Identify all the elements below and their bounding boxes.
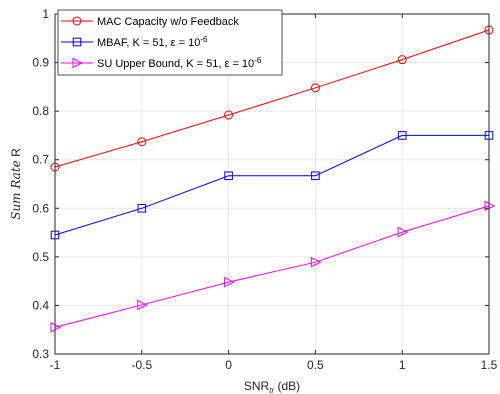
series-2 — [50, 131, 494, 240]
legend-label: MAC Capacity w/o Feedback — [97, 16, 239, 28]
series-1 — [50, 25, 494, 172]
series-line — [54, 134, 489, 236]
data-point — [311, 171, 320, 181]
data-point — [137, 203, 147, 213]
x-tick-label: -0.5 — [131, 358, 152, 372]
data-point — [397, 55, 407, 65]
data-point — [310, 83, 320, 93]
legend-label-superscript: -6 — [200, 35, 208, 44]
x-tick-label: 1 — [399, 358, 406, 372]
y-axis-ticks: 0.3 0.4 0.5 0.6 0.7 0.8 0.9 1 — [32, 7, 489, 361]
data-point — [397, 226, 409, 238]
series-line — [54, 29, 490, 168]
x-tick-label: 0 — [225, 358, 232, 372]
data-point — [224, 110, 234, 120]
y-tick-label: 0.8 — [32, 104, 49, 118]
y-axis-label: Sum Rate R — [9, 148, 23, 220]
data-point — [310, 256, 322, 268]
legend-label-base: SU Upper Bound, K = 51, ε = 10 — [97, 58, 254, 70]
legend-marker — [72, 37, 82, 47]
series-line — [54, 205, 490, 328]
data-point — [397, 131, 407, 140]
y-tick-label: 0.3 — [32, 347, 49, 361]
data-point — [224, 276, 235, 288]
x-tick-label: 1.5 — [481, 358, 498, 372]
legend-label-base: MBAF, K = 51, ε = 10 — [97, 37, 200, 49]
x-tick-label: -1 — [50, 358, 61, 372]
legend-box — [57, 9, 283, 76]
legend-label-superscript: -6 — [254, 56, 262, 65]
legend-label: SU Upper Bound, K = 51, ε = 10-6 — [97, 56, 262, 70]
y-tick-label: 0.5 — [32, 250, 49, 264]
series-layer — [50, 25, 496, 333]
legend-item: MBAF, K = 51, ε = 10-6 — [61, 35, 208, 49]
legend-item: MAC Capacity w/o Feedback — [61, 16, 239, 28]
y-tick-label: 0.9 — [32, 56, 49, 70]
legend-label: MBAF, K = 51, ε = 10-6 — [97, 35, 208, 49]
legend-marker — [72, 16, 82, 26]
x-tick-label: 0.5 — [307, 358, 324, 372]
legend-item: SU Upper Bound, K = 51, ε = 10-6 — [61, 56, 262, 70]
legend-marker — [72, 57, 84, 69]
legend-label-base: MAC Capacity w/o Feedback — [97, 16, 239, 28]
data-point — [224, 171, 233, 181]
y-tick-label: 0.4 — [32, 298, 49, 312]
data-point — [137, 299, 148, 311]
x-axis-ticks: -1 -0.5 0 0.5 1 1.5 — [50, 14, 498, 372]
x-axis-label: SNRtr (dB) — [244, 379, 300, 394]
legend: MAC Capacity w/o Feedback MBAF, K = 51, ε… — [57, 9, 283, 76]
y-tick-label: 0.6 — [32, 201, 49, 215]
y-tick-label: 1 — [42, 7, 49, 21]
data-point — [137, 137, 147, 147]
y-tick-label: 0.7 — [32, 153, 49, 167]
